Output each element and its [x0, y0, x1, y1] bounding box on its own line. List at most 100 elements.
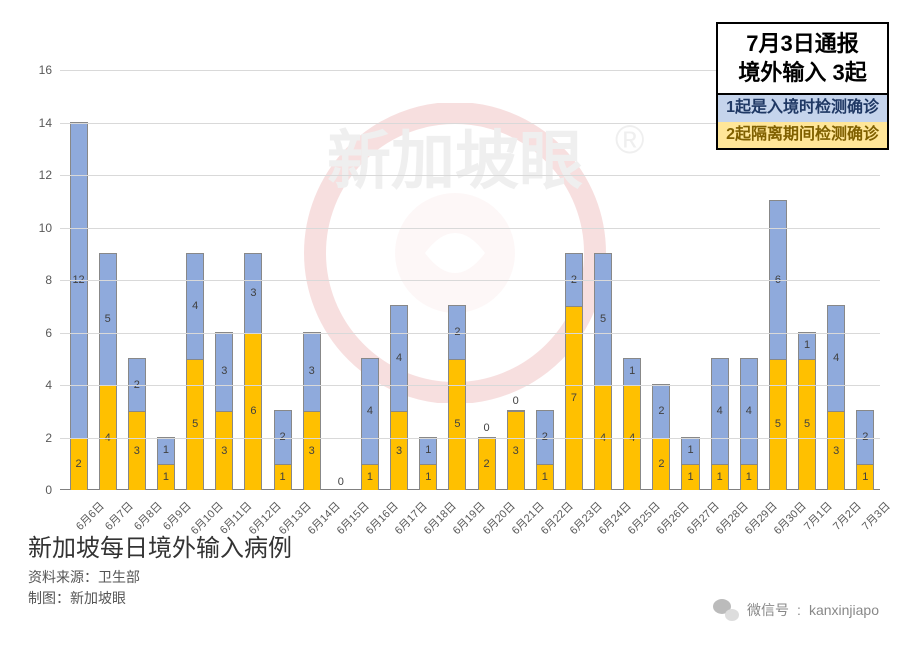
wechat-separator: : [797, 602, 801, 618]
bar-segment-entry: 3 [304, 333, 320, 412]
bar-segment-quarantine: 5 [799, 359, 815, 490]
bar-segment-quarantine: 1 [275, 464, 291, 490]
x-tick: 6月24日 [589, 492, 618, 552]
x-tick: 6月22日 [530, 492, 559, 552]
bar-stack: 14 [740, 358, 758, 490]
bar-value-label: 1 [687, 445, 693, 456]
bar-segment-quarantine: 2 [71, 438, 87, 491]
bar-stack: 51 [798, 332, 816, 491]
bar-segment-quarantine: 5 [187, 359, 203, 490]
x-tick: 6月27日 [676, 492, 705, 552]
caption-source: 资料来源：卫生部 [28, 567, 292, 588]
x-tick: 6月14日 [297, 492, 326, 552]
info-title-line2: 境外输入 3起 [732, 59, 873, 88]
bar-stack: 20 [478, 437, 496, 491]
bar-segment-quarantine: 1 [158, 464, 174, 490]
grid-line [60, 438, 880, 439]
bar-segment-entry: 1 [624, 359, 640, 385]
bar-value-label: 1 [425, 445, 431, 456]
bar-segment-entry: 1 [158, 438, 174, 464]
grid-line [60, 385, 880, 386]
wechat-icon [713, 599, 739, 621]
caption-maker: 制图：新加坡眼 [28, 588, 292, 609]
x-tick: 6月29日 [734, 492, 763, 552]
bar-segment-entry: 2 [653, 385, 669, 438]
bar-segment-quarantine: 3 [304, 411, 320, 490]
bar-stack: 11 [157, 437, 175, 491]
bar-value-label: 4 [746, 406, 752, 417]
bar-value-label: 2 [658, 459, 664, 470]
bar-segment-quarantine: 1 [682, 464, 698, 490]
bar-segment-quarantine: 2 [479, 438, 495, 491]
grid-line [60, 175, 880, 176]
bar-value-label: 1 [163, 472, 169, 483]
bar-value-label: 3 [250, 288, 256, 299]
bar-value-label: 4 [192, 301, 198, 312]
y-tick: 10 [39, 221, 52, 235]
y-tick: 6 [45, 326, 52, 340]
bar-segment-entry: 4 [828, 306, 844, 411]
bar-segment-quarantine: 3 [129, 411, 145, 490]
grid-line [60, 333, 880, 334]
bar-segment-quarantine: 3 [216, 411, 232, 490]
bar-stack: 45 [99, 253, 117, 490]
x-tick: 6月21日 [501, 492, 530, 552]
bar-stack: 11 [681, 437, 699, 491]
bar-value-label: 3 [309, 446, 315, 457]
x-tick: 6月19日 [443, 492, 472, 552]
bar-value-label: 1 [804, 340, 810, 351]
bar-segment-quarantine: 5 [449, 359, 465, 490]
bar-value-label: 1 [425, 472, 431, 483]
grid-line [60, 280, 880, 281]
bar-segment-quarantine: 7 [566, 306, 582, 490]
bar-segment-quarantine: 1 [362, 464, 378, 490]
x-tick: 7月2日 [822, 492, 851, 552]
bar-segment-entry: 5 [595, 254, 611, 385]
x-tick: 6月23日 [559, 492, 588, 552]
bar-stack: 33 [303, 332, 321, 491]
x-tick: 6月17日 [385, 492, 414, 552]
bar-value-label: 3 [396, 446, 402, 457]
bar-segment-quarantine: 6 [245, 333, 261, 491]
x-tick: 6月26日 [647, 492, 676, 552]
bar-value-label: 1 [687, 472, 693, 483]
bar-segment-quarantine: 1 [712, 464, 728, 490]
bar-zero-label: 0 [338, 476, 344, 488]
y-tick: 8 [45, 273, 52, 287]
bar-stack: 14 [361, 358, 379, 490]
bar-stack: 30 [507, 410, 525, 490]
bar-segment-quarantine: 3 [828, 411, 844, 490]
bar-stack: 56 [769, 200, 787, 490]
bar-stack: 72 [565, 253, 583, 490]
y-tick: 12 [39, 168, 52, 182]
bar-value-label: 3 [513, 446, 519, 457]
legend-entry-blue: 1起是入境时检测确诊 [718, 95, 887, 121]
info-title-line1: 7月3日通报 [732, 30, 873, 59]
bar-segment-quarantine: 5 [770, 359, 786, 490]
bar-stack: 32 [128, 358, 146, 490]
y-tick: 16 [39, 63, 52, 77]
x-tick: 6月30日 [763, 492, 792, 552]
x-tick: 6月25日 [618, 492, 647, 552]
bar-stack: 63 [244, 253, 262, 490]
caption-title: 新加坡每日境外输入病例 [28, 528, 292, 563]
wechat-label: 微信号 [747, 600, 789, 620]
bar-value-label: 3 [221, 366, 227, 377]
bar-value-label: 3 [833, 446, 839, 457]
bar-value-label: 5 [600, 314, 606, 325]
x-tick-label: 7月3日 [858, 498, 894, 534]
bar-segment-entry: 4 [362, 359, 378, 464]
bar-segment-entry: 4 [391, 306, 407, 411]
x-tick: 6月16日 [355, 492, 384, 552]
x-tick: 6月15日 [326, 492, 355, 552]
info-box-title: 7月3日通报 境外输入 3起 [716, 22, 889, 95]
bar-value-label: 1 [367, 472, 373, 483]
bar-value-label: 3 [309, 366, 315, 377]
bar-segment-quarantine: 2 [653, 438, 669, 491]
info-box-legend: 1起是入境时检测确诊 2起隔离期间检测确诊 [716, 95, 889, 150]
x-tick: 6月18日 [414, 492, 443, 552]
bar-value-label: 2 [76, 459, 82, 470]
bar-segment-quarantine: 3 [391, 411, 407, 490]
bar-segment-entry: 5 [100, 254, 116, 385]
bar-stack: 212 [70, 122, 88, 491]
